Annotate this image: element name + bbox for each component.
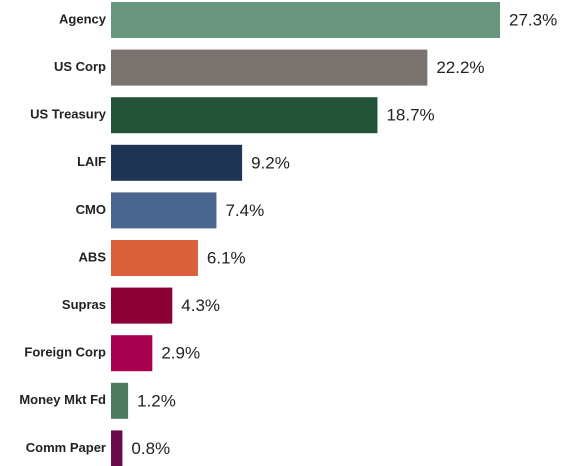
value-label: 22.2%	[436, 58, 484, 77]
category-label: Supras	[62, 297, 106, 312]
category-label: Comm Paper	[26, 440, 106, 455]
value-label: 27.3%	[509, 10, 557, 29]
category-label: Foreign Corp	[24, 345, 106, 360]
bar	[111, 335, 153, 372]
value-label: 0.8%	[131, 439, 170, 458]
category-label: US Treasury	[30, 107, 107, 122]
bar	[111, 382, 129, 419]
bar	[111, 430, 123, 466]
value-label: 1.2%	[137, 391, 176, 410]
bar	[111, 287, 173, 324]
value-label: 4.3%	[181, 296, 220, 315]
category-label: CMO	[76, 202, 106, 217]
value-label: 7.4%	[225, 201, 264, 220]
category-label: LAIF	[77, 154, 106, 169]
bar	[111, 97, 378, 134]
category-label: Agency	[59, 11, 107, 26]
value-label: 2.9%	[161, 344, 200, 363]
value-label: 18.7%	[386, 106, 434, 125]
bar	[111, 49, 428, 86]
bar	[111, 240, 198, 276]
bar	[111, 2, 501, 38]
category-label: ABS	[79, 249, 107, 264]
category-label: US Corp	[54, 59, 106, 74]
bar	[111, 192, 217, 229]
bar	[111, 144, 243, 181]
value-label: 9.2%	[251, 153, 290, 172]
value-label: 6.1%	[207, 248, 246, 267]
category-label: Money Mkt Fd	[19, 392, 106, 407]
